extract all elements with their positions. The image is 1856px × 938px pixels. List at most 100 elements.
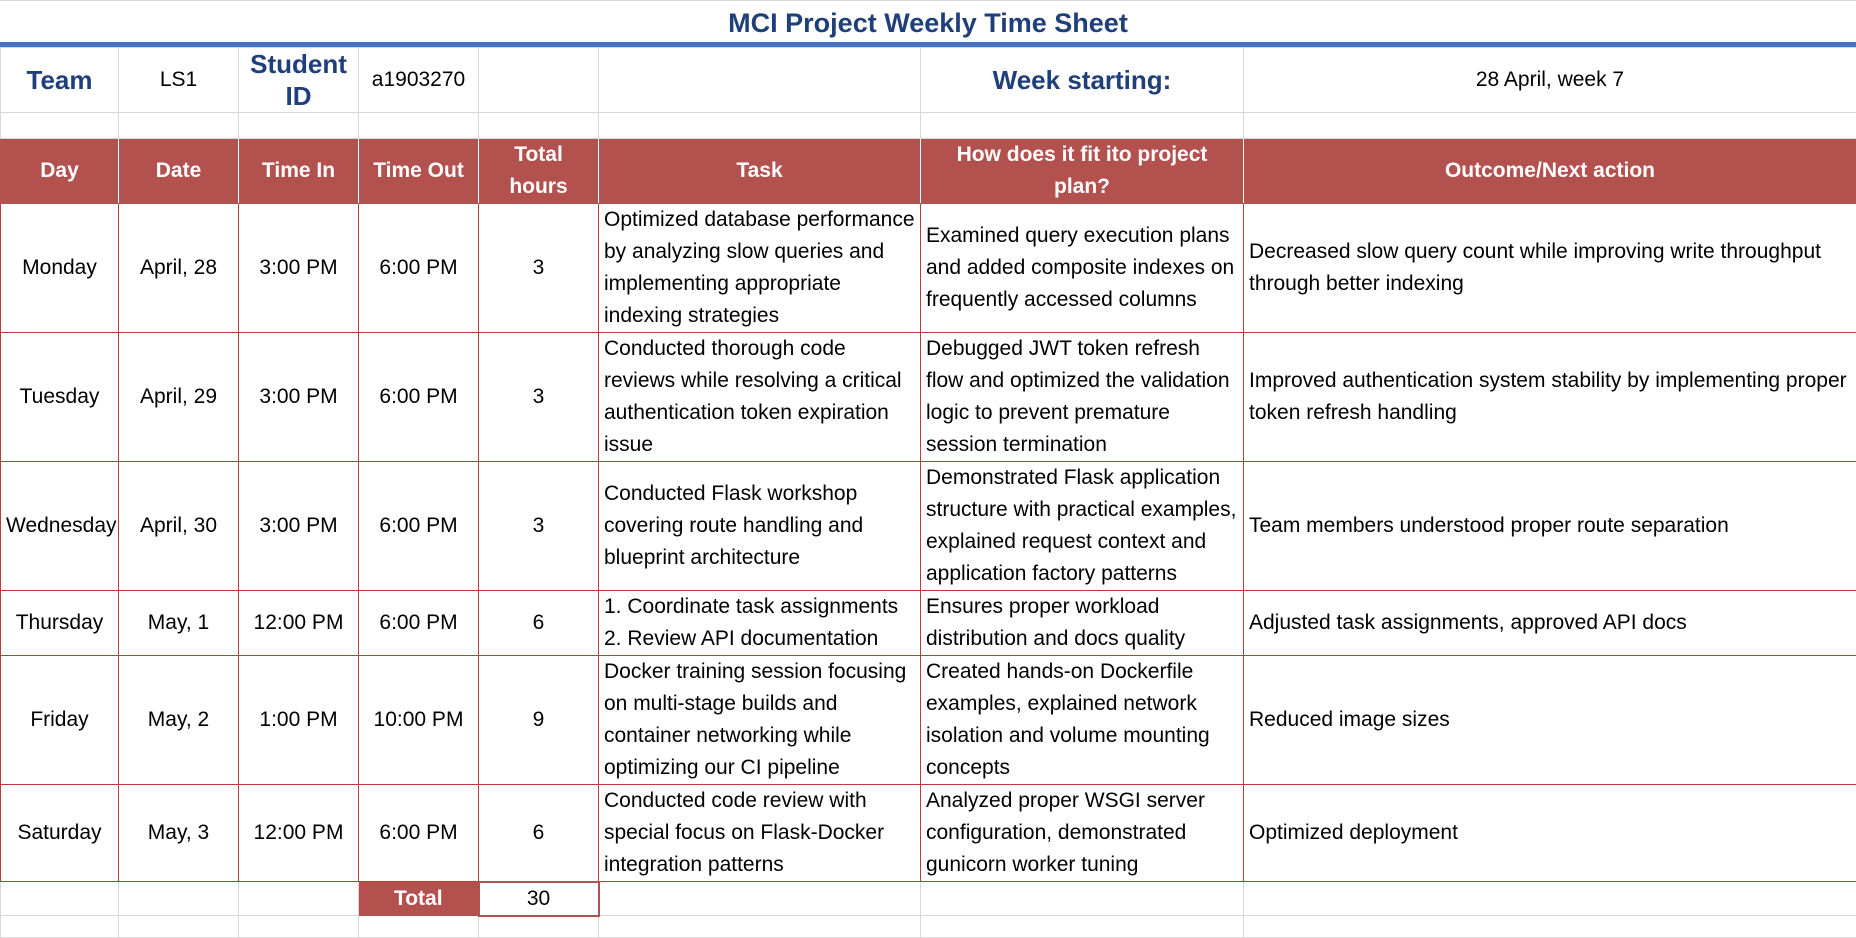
empty-cell[interactable] [921, 916, 1244, 938]
header-time-out: Time Out [359, 139, 479, 204]
total-hours-sum[interactable]: 30 [479, 882, 599, 916]
project-fit-cell[interactable]: Demonstrated Flask application structure… [921, 462, 1244, 591]
empty-cell[interactable] [921, 113, 1244, 139]
empty-cell[interactable] [1, 916, 119, 938]
blank-row [1, 916, 1856, 938]
week-starting-value[interactable]: 28 April, week 7 [1244, 48, 1856, 113]
total-hours-cell[interactable]: 3 [479, 462, 599, 591]
day-cell[interactable]: Thursday [1, 591, 119, 656]
time-in-cell[interactable]: 12:00 PM [239, 591, 359, 656]
table-row: Wednesday April, 30 3:00 PM 6:00 PM 3 Co… [1, 462, 1856, 591]
table-row: Monday April, 28 3:00 PM 6:00 PM 3 Optim… [1, 204, 1856, 333]
student-id-value[interactable]: a1903270 [359, 48, 479, 113]
project-fit-cell[interactable]: Analyzed proper WSGI server configuratio… [921, 785, 1244, 882]
empty-cell[interactable] [599, 916, 921, 938]
column-header-row: Day Date Time In Time Out Total hours Ta… [1, 139, 1856, 204]
day-cell[interactable]: Saturday [1, 785, 119, 882]
outcome-cell[interactable]: Team members understood proper route sep… [1244, 462, 1856, 591]
outcome-cell[interactable]: Improved authentication system stability… [1244, 333, 1856, 462]
time-in-cell[interactable]: 3:00 PM [239, 333, 359, 462]
time-out-cell[interactable]: 6:00 PM [359, 785, 479, 882]
date-cell[interactable]: May, 1 [119, 591, 239, 656]
empty-cell[interactable] [479, 113, 599, 139]
empty-cell[interactable] [1, 882, 119, 916]
date-cell[interactable]: May, 3 [119, 785, 239, 882]
header-time-in: Time In [239, 139, 359, 204]
blank-row [1, 113, 1856, 139]
empty-cell[interactable] [239, 916, 359, 938]
empty-cell[interactable] [599, 882, 921, 916]
empty-cell[interactable] [359, 113, 479, 139]
empty-cell[interactable] [479, 48, 599, 113]
time-in-cell[interactable]: 3:00 PM [239, 204, 359, 333]
table-row: Saturday May, 3 12:00 PM 6:00 PM 6 Condu… [1, 785, 1856, 882]
time-out-cell[interactable]: 6:00 PM [359, 204, 479, 333]
table-row: Thursday May, 1 12:00 PM 6:00 PM 6 1. Co… [1, 591, 1856, 656]
outcome-cell[interactable]: Adjusted task assignments, approved API … [1244, 591, 1856, 656]
empty-cell[interactable] [1244, 113, 1856, 139]
empty-cell[interactable] [1244, 882, 1856, 916]
task-cell[interactable]: Conducted Flask workshop covering route … [599, 462, 921, 591]
outcome-cell[interactable]: Optimized deployment [1244, 785, 1856, 882]
empty-cell[interactable] [921, 882, 1244, 916]
outcome-cell[interactable]: Decreased slow query count while improvi… [1244, 204, 1856, 333]
task-cell[interactable]: Optimized database performance by analyz… [599, 204, 921, 333]
project-fit-cell[interactable]: Created hands-on Dockerfile examples, ex… [921, 656, 1244, 785]
day-cell[interactable]: Tuesday [1, 333, 119, 462]
empty-cell[interactable] [599, 113, 921, 139]
meta-row: Team LS1 Student ID a1903270 Week starti… [1, 48, 1856, 113]
date-cell[interactable]: April, 28 [119, 204, 239, 333]
header-day: Day [1, 139, 119, 204]
header-task: Task [599, 139, 921, 204]
empty-cell[interactable] [599, 48, 921, 113]
task-cell[interactable]: Conducted thorough code reviews while re… [599, 333, 921, 462]
team-label: Team [1, 48, 119, 113]
total-hours-cell[interactable]: 6 [479, 591, 599, 656]
sheet-title: MCI Project Weekly Time Sheet [0, 0, 1856, 45]
project-fit-cell[interactable]: Examined query execution plans and added… [921, 204, 1244, 333]
header-total-hours: Total hours [479, 139, 599, 204]
empty-cell[interactable] [1244, 916, 1856, 938]
empty-cell[interactable] [239, 882, 359, 916]
empty-cell[interactable] [239, 113, 359, 139]
total-row: Total 30 [1, 882, 1856, 916]
day-cell[interactable]: Wednesday [1, 462, 119, 591]
student-id-label: Student ID [239, 48, 359, 113]
header-project-fit: How does it fit ito project plan? [921, 139, 1244, 204]
time-in-cell[interactable]: 12:00 PM [239, 785, 359, 882]
time-out-cell[interactable]: 6:00 PM [359, 591, 479, 656]
total-hours-cell[interactable]: 3 [479, 204, 599, 333]
time-out-cell[interactable]: 10:00 PM [359, 656, 479, 785]
time-out-cell[interactable]: 6:00 PM [359, 333, 479, 462]
task-cell[interactable]: 1. Coordinate task assignments 2. Review… [599, 591, 921, 656]
empty-cell[interactable] [119, 113, 239, 139]
empty-cell[interactable] [119, 916, 239, 938]
total-hours-cell[interactable]: 9 [479, 656, 599, 785]
project-fit-cell[interactable]: Ensures proper workload distribution and… [921, 591, 1244, 656]
day-cell[interactable]: Friday [1, 656, 119, 785]
date-cell[interactable]: May, 2 [119, 656, 239, 785]
task-cell[interactable]: Conducted code review with special focus… [599, 785, 921, 882]
team-value[interactable]: LS1 [119, 48, 239, 113]
empty-cell[interactable] [479, 916, 599, 938]
day-cell[interactable]: Monday [1, 204, 119, 333]
date-cell[interactable]: April, 30 [119, 462, 239, 591]
date-cell[interactable]: April, 29 [119, 333, 239, 462]
table-row: Friday May, 2 1:00 PM 10:00 PM 9 Docker … [1, 656, 1856, 785]
total-hours-cell[interactable]: 6 [479, 785, 599, 882]
empty-cell[interactable] [359, 916, 479, 938]
table-row: Tuesday April, 29 3:00 PM 6:00 PM 3 Cond… [1, 333, 1856, 462]
outcome-cell[interactable]: Reduced image sizes [1244, 656, 1856, 785]
empty-cell[interactable] [1, 113, 119, 139]
empty-cell[interactable] [119, 882, 239, 916]
time-out-cell[interactable]: 6:00 PM [359, 462, 479, 591]
header-date: Date [119, 139, 239, 204]
time-sheet-grid: Team LS1 Student ID a1903270 Week starti… [0, 47, 1856, 938]
project-fit-cell[interactable]: Debugged JWT token refresh flow and opti… [921, 333, 1244, 462]
total-label: Total [359, 882, 479, 916]
time-in-cell[interactable]: 3:00 PM [239, 462, 359, 591]
total-hours-cell[interactable]: 3 [479, 333, 599, 462]
time-sheet: MCI Project Weekly Time Sheet Team LS1 S… [0, 0, 1856, 906]
task-cell[interactable]: Docker training session focusing on mult… [599, 656, 921, 785]
time-in-cell[interactable]: 1:00 PM [239, 656, 359, 785]
